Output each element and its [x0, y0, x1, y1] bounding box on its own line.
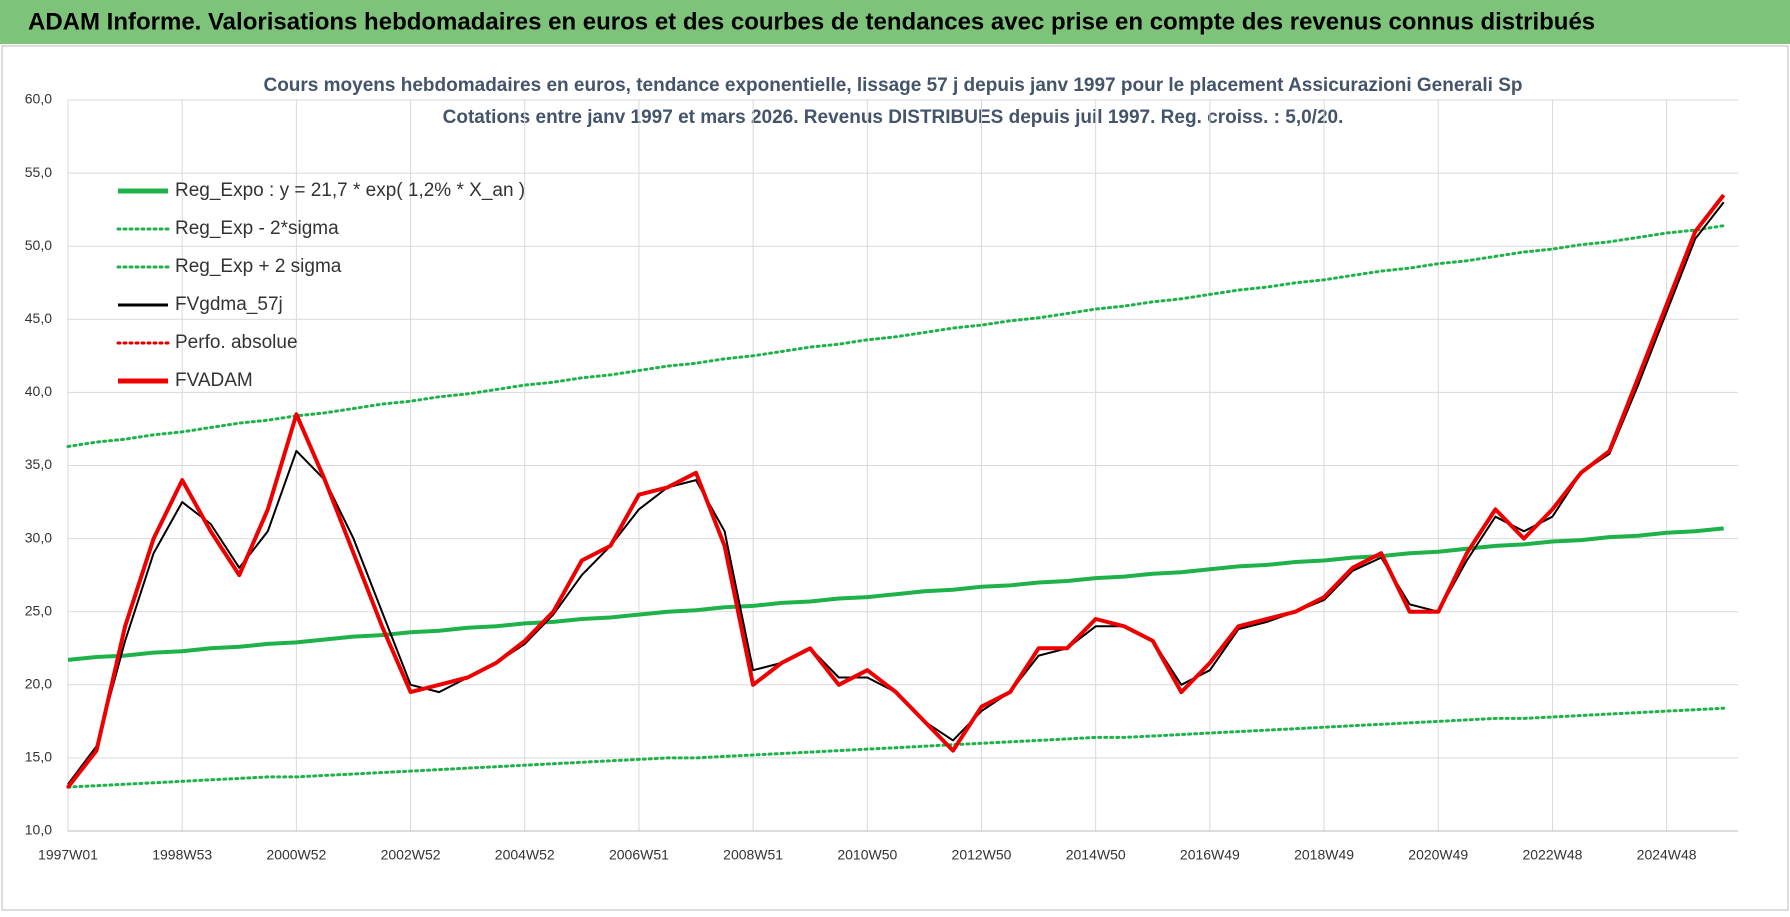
x-tick-label: 2012W50 — [952, 847, 1012, 863]
legend-label: Reg_Exp + 2 sigma — [175, 256, 342, 277]
x-tick-label: 2020W49 — [1408, 847, 1468, 863]
series-line — [66, 706, 1726, 789]
y-tick-label: 20,0 — [25, 676, 52, 692]
x-tick-label: 2004W52 — [495, 847, 555, 863]
y-tick-label: 55,0 — [25, 164, 52, 180]
legend-label: Reg_Exp - 2*sigma — [175, 218, 339, 239]
header-bar — [0, 0, 1790, 44]
series-line — [67, 526, 1724, 662]
y-tick-label: 60,0 — [25, 91, 52, 107]
y-tick-label: 50,0 — [25, 237, 52, 253]
y-tick-label: 40,0 — [25, 383, 52, 399]
x-tick-label: 2008W51 — [723, 847, 783, 863]
y-tick-label: 45,0 — [25, 310, 52, 326]
chart-frame — [1, 45, 1789, 911]
chart-subtitle: Cotations entre janv 1997 et mars 2026. … — [443, 107, 1344, 128]
x-tick-label: 1998W53 — [152, 847, 212, 863]
y-tick-label: 25,0 — [25, 602, 52, 618]
x-tick-label: 2000W52 — [266, 847, 326, 863]
x-tick-label: 2016W49 — [1180, 847, 1240, 863]
series-line — [66, 224, 1726, 448]
x-tick-label: 2002W52 — [381, 847, 441, 863]
x-tick-label: 2014W50 — [1066, 847, 1126, 863]
x-tick-label: 1997W01 — [38, 847, 98, 863]
legend-label: FVADAM — [175, 370, 253, 391]
x-tick-label: 2018W49 — [1294, 847, 1354, 863]
x-tick-label: 2022W48 — [1522, 847, 1582, 863]
series-line — [66, 193, 1726, 789]
legend-label: FVgdma_57j — [175, 294, 283, 315]
legend-label: Perfo. absolue — [175, 332, 298, 353]
header-title: ADAM Informe. Valorisations hebdomadaire… — [28, 8, 1595, 35]
chart-title: Cours moyens hebdomadaires en euros, ten… — [263, 75, 1522, 96]
y-tick-label: 10,0 — [25, 822, 52, 838]
x-tick-label: 2010W50 — [837, 847, 897, 863]
y-tick-label: 35,0 — [25, 456, 52, 472]
y-tick-label: 15,0 — [25, 749, 52, 765]
y-tick-label: 30,0 — [25, 529, 52, 545]
x-tick-label: 2024W48 — [1637, 847, 1697, 863]
legend-label: Reg_Expo : y = 21,7 * exp( 1,2% * X_an ) — [175, 180, 525, 201]
x-tick-label: 2006W51 — [609, 847, 669, 863]
